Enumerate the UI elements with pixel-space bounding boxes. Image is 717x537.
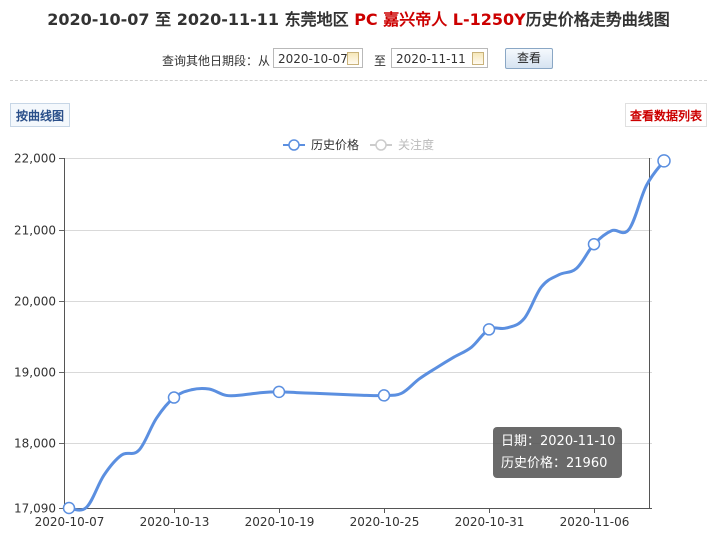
date-query-bar: 查询其他日期段：从 2020-10-07 至 2020-11-11 查看 [0,48,717,72]
x-tick-label: 2020-10-31 [455,515,525,529]
title-dates: 2020-10-07 至 2020-11-11 东莞地区 [47,10,355,29]
to-date-value: 2020-11-11 [396,52,466,66]
legend-attention-label: 关注度 [398,137,434,152]
view-button[interactable]: 查看 [505,48,553,69]
y-tick-label: 20,000 [14,295,56,309]
divider [10,80,707,81]
axes: 17,090 18,000 19,000 20,000 21,000 22,000 2020… [14,152,652,529]
data-point[interactable] [377,389,391,402]
tab-curve-chart[interactable]: 按曲线图 [10,103,71,127]
data-point[interactable] [62,501,76,515]
title-suffix: 历史价格走势曲线图 [525,10,670,29]
legend: 历史价格 关注度 [283,137,434,152]
title-product: PC 嘉兴帝人 L-1250Y [354,10,526,29]
y-tick-label: 19,000 [14,366,56,380]
data-point[interactable] [482,323,496,336]
x-tick-label: 2020-10-13 [140,515,210,529]
legend-price-marker [288,139,300,151]
data-point[interactable] [272,385,286,399]
calendar-icon[interactable] [347,52,359,65]
x-tick-label: 2020-11-06 [560,515,630,529]
legend-price-label: 历史价格 [311,137,359,152]
data-point[interactable] [587,237,601,251]
x-tick-label: 2020-10-19 [245,515,315,529]
to-label: 至 [374,54,387,68]
y-tick-label: 18,000 [14,437,56,451]
x-tick-label: 2020-10-07 [35,515,105,529]
tooltip: 日期：2020-11-10 历史价格：21960 [493,427,622,478]
legend-attention-marker [375,139,387,151]
view-data-list-link[interactable]: 查看数据列表 [624,103,707,127]
y-tick-label: 22,000 [14,152,56,166]
tooltip-date: 日期：2020-11-10 [501,434,616,449]
x-tick-label: 2020-10-25 [350,515,420,529]
calendar-icon[interactable] [472,52,484,65]
tooltip-price: 历史价格：21960 [501,456,608,471]
plot-area [62,154,671,515]
from-date-value: 2020-10-07 [278,52,348,66]
y-tick-label: 21,000 [14,224,56,238]
legend-item-attention[interactable]: 关注度 [370,137,434,152]
price-series-line [68,159,666,512]
data-point[interactable] [167,391,181,404]
to-date-input[interactable]: 2020-11-11 [391,48,488,68]
legend-item-price[interactable]: 历史价格 [283,137,359,152]
page-title: 2020-10-07 至 2020-11-11 东莞地区 PC 嘉兴帝人 L-1… [0,6,717,30]
from-date-input[interactable]: 2020-10-07 [273,48,363,68]
query-label: 查询其他日期段：从 [162,54,271,68]
y-tick-label: 17,090 [14,502,56,516]
data-point[interactable] [657,154,671,168]
